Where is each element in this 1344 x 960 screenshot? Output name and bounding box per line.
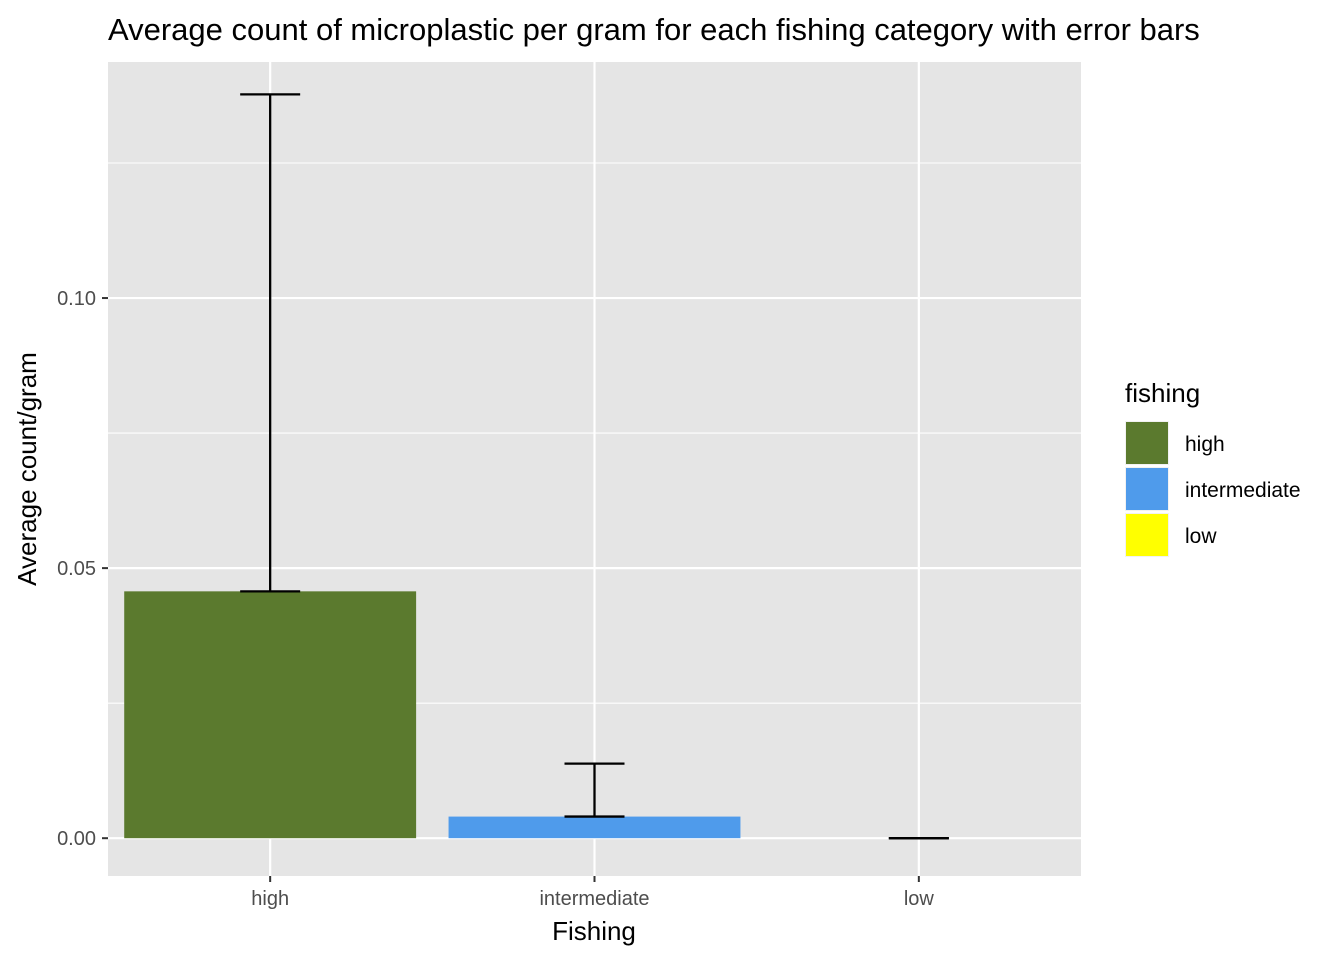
errorbar-intermediate (564, 762, 625, 818)
legend-label: intermediate (1185, 479, 1301, 502)
x-axis: high intermediate low (251, 876, 934, 910)
x-axis-title: Fishing (552, 916, 636, 946)
bar-high (124, 591, 417, 839)
x-tick-label: intermediate (539, 888, 649, 910)
legend-key-swatch (1126, 422, 1168, 464)
legend-label: high (1185, 433, 1225, 456)
errorbar-high (240, 93, 301, 593)
legend-item-high: high (1125, 421, 1225, 465)
legend-key-swatch (1126, 468, 1168, 510)
legend-item-low: low (1125, 513, 1217, 557)
bar-intermediate (448, 816, 741, 839)
chart-title: Average count of microplastic per gram f… (108, 12, 1200, 47)
legend-items: high intermediate low (1125, 421, 1301, 557)
legend-title: fishing (1125, 378, 1200, 408)
y-tick-label: 0.10 (57, 288, 96, 310)
x-tick-label: low (904, 888, 935, 910)
y-tick-label: 0.05 (57, 558, 96, 580)
legend-label: low (1185, 525, 1217, 548)
y-axis-title: Average count/gram (12, 352, 42, 586)
legend-key-swatch (1126, 514, 1168, 556)
y-tick-label: 0.00 (57, 828, 96, 850)
legend: fishing high intermediate low (1125, 378, 1301, 557)
x-tick-label: high (251, 888, 289, 910)
error-bars (240, 93, 949, 840)
legend-item-intermediate: intermediate (1125, 467, 1301, 511)
bars (124, 591, 741, 839)
y-axis: 0.00 0.05 0.10 (57, 288, 108, 850)
